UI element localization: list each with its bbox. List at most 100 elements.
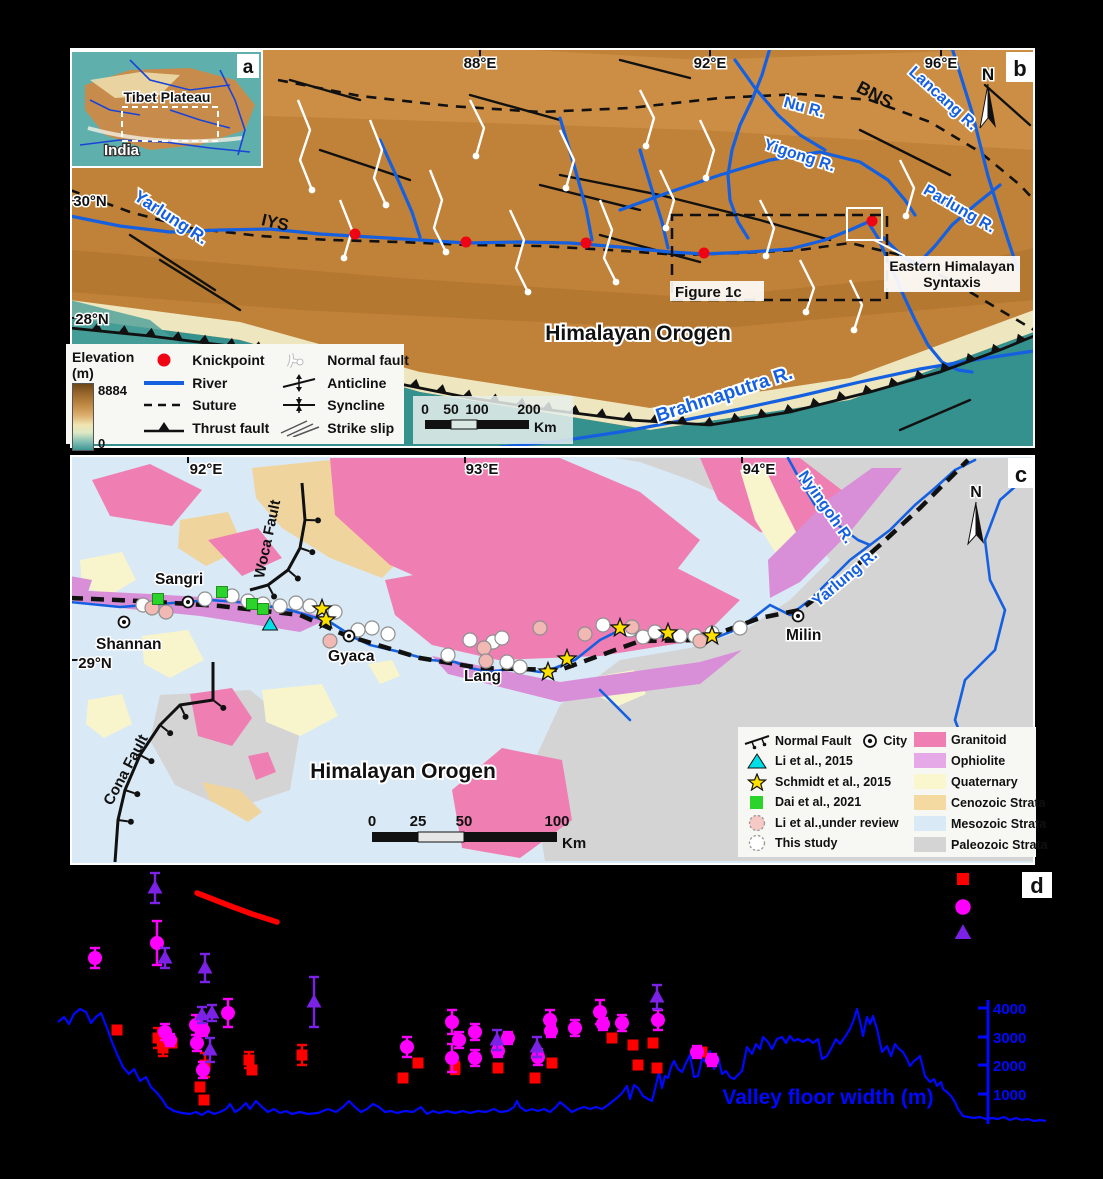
fault-tick bbox=[124, 789, 135, 795]
figure-1c-label: Figure 1c bbox=[675, 284, 742, 301]
strike-slip-fault bbox=[558, 173, 832, 242]
scalebar-b-seg1 bbox=[425, 420, 451, 429]
normal-fault-line bbox=[508, 209, 530, 293]
red-squares-point bbox=[606, 1032, 618, 1044]
strike-slip-fault bbox=[128, 233, 217, 292]
fault-tick bbox=[299, 547, 310, 553]
orogen-label-b: Himalayan Orogen bbox=[545, 322, 731, 345]
dai-2021-site bbox=[152, 593, 164, 605]
river-line bbox=[733, 58, 827, 152]
thrust-teeth bbox=[198, 334, 210, 344]
fault-tick-ball bbox=[148, 758, 155, 765]
panel-a-inset: Tibet Plateau India a bbox=[70, 50, 263, 168]
fault-tick-ball bbox=[271, 593, 278, 600]
thrust-teeth bbox=[703, 416, 715, 426]
legend-b-item: Thrust fault bbox=[192, 419, 270, 436]
inset-river bbox=[169, 109, 231, 129]
city-label: Shannan bbox=[96, 636, 161, 653]
red-squares-point bbox=[627, 1039, 639, 1051]
river-line bbox=[618, 150, 917, 217]
figure-1c-label-bg bbox=[670, 281, 764, 301]
right-axis-tick-label: 2000 bbox=[993, 1058, 1026, 1075]
panel-c-border bbox=[70, 455, 1035, 865]
schmidt-2015-site bbox=[701, 624, 723, 646]
normal-fault-ball bbox=[702, 174, 710, 182]
syntaxis-label-line1: Eastern Himalayan bbox=[889, 258, 1014, 274]
red-squares-point bbox=[412, 1057, 424, 1069]
li-under-review-site bbox=[532, 620, 548, 636]
thrust-teeth bbox=[595, 408, 607, 418]
scalebar-c-50: 50 bbox=[456, 813, 473, 830]
city-marker-dot bbox=[121, 619, 127, 625]
inset-study-extent-box bbox=[121, 106, 219, 142]
this-study-site bbox=[512, 659, 528, 675]
paleozoic-patch bbox=[150, 690, 300, 810]
inset-country-label: India bbox=[104, 142, 140, 159]
red-squares-point bbox=[152, 1032, 164, 1044]
city-label: Lang bbox=[464, 668, 501, 685]
legend-b-col1: Knickpoint River Suture Thrust fault bbox=[142, 349, 269, 439]
red-squares-point bbox=[198, 1094, 210, 1106]
panel-c-label-bg bbox=[1008, 458, 1034, 488]
scalebar-c: 0 25 50 100 Km bbox=[368, 813, 586, 852]
terrain-ridge bbox=[70, 248, 1034, 330]
river-line bbox=[638, 148, 670, 250]
dai-2021-icon bbox=[750, 796, 763, 810]
panel-b-label-bg bbox=[1006, 52, 1034, 82]
dai-2021-site bbox=[257, 603, 269, 615]
city-marker-dot bbox=[346, 633, 352, 639]
right-axis-tick-label: 3000 bbox=[993, 1030, 1026, 1047]
magenta-circles-point bbox=[593, 1005, 607, 1019]
inset-river bbox=[219, 69, 246, 156]
normal-fault-line bbox=[296, 99, 314, 191]
this-study-site bbox=[499, 654, 515, 670]
elevation-colorbar bbox=[72, 383, 94, 451]
magenta-circles-point bbox=[88, 951, 102, 965]
thrust-teeth bbox=[118, 325, 130, 334]
suture-line bbox=[277, 78, 1035, 201]
north-label-b: N bbox=[982, 65, 994, 84]
thrust-teeth bbox=[888, 377, 899, 387]
red-squares-point bbox=[449, 1062, 461, 1074]
orogen-label-c: Himalayan Orogen bbox=[310, 760, 496, 783]
lon-label-92e-c: 92°E bbox=[190, 461, 223, 478]
normal-fault-icon bbox=[287, 353, 304, 369]
river-line bbox=[498, 349, 1035, 448]
panel-c-label: c bbox=[1015, 462, 1027, 487]
normal-fault-ball bbox=[308, 186, 316, 194]
normal-fault-line bbox=[898, 159, 916, 217]
chart-legend-magenta-circles bbox=[955, 899, 971, 915]
city-marker-dot bbox=[185, 599, 191, 605]
syntaxis-leader-line bbox=[873, 239, 906, 257]
normal-fault-ball bbox=[340, 254, 348, 262]
red-squares-point bbox=[647, 1037, 659, 1049]
purple-triangles-point bbox=[204, 1005, 220, 1019]
knickpoint-marker bbox=[698, 247, 710, 259]
scalebar-b-seg2 bbox=[450, 419, 478, 430]
purple-triangles-point bbox=[202, 1042, 218, 1056]
magenta-circles-point bbox=[468, 1051, 482, 1065]
magenta-circles-point bbox=[445, 1051, 459, 1065]
knickpoint-marker bbox=[580, 237, 592, 249]
thrust-teeth bbox=[622, 411, 634, 421]
schmidt-2015-site bbox=[657, 621, 679, 643]
normal-fault-ball bbox=[524, 288, 532, 296]
quaternary-swatch bbox=[914, 774, 946, 789]
normal-fault-icon-c bbox=[744, 735, 770, 750]
scalebar-b-100: 100 bbox=[465, 401, 489, 417]
legend-c-units: Granitoid Ophiolite Quaternary Cenozoic … bbox=[914, 732, 1048, 852]
fault-tick bbox=[287, 569, 297, 578]
normal-fault-line bbox=[698, 119, 716, 179]
elevation-legend: Elevation (m) 8884 0 bbox=[72, 349, 134, 451]
purple-triangles-point bbox=[306, 994, 322, 1008]
fault-tick-ball bbox=[167, 730, 174, 737]
strike-slip-fault bbox=[618, 58, 692, 80]
thrust-teeth bbox=[940, 362, 951, 372]
syntaxis-label-line2: Syntaxis bbox=[923, 274, 981, 290]
normal-fault-line bbox=[638, 89, 656, 147]
fault-tick-ball bbox=[220, 704, 227, 711]
ophiolite-patch bbox=[432, 650, 742, 702]
ophiolite-patch bbox=[70, 576, 92, 592]
terrain-north bbox=[70, 48, 1034, 150]
magenta-circles-point bbox=[221, 1006, 235, 1020]
